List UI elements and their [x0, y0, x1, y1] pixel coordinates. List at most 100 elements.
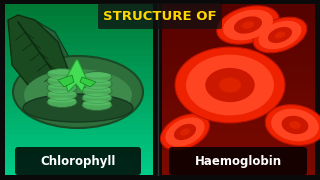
Ellipse shape: [83, 87, 111, 91]
Ellipse shape: [47, 69, 77, 80]
Ellipse shape: [180, 128, 190, 136]
Bar: [162, 132, 315, 141]
Ellipse shape: [82, 78, 112, 89]
Polygon shape: [58, 75, 74, 87]
Ellipse shape: [174, 124, 196, 140]
Bar: [5, 163, 153, 169]
Ellipse shape: [82, 86, 112, 96]
Bar: [162, 157, 315, 167]
Ellipse shape: [289, 121, 301, 129]
Ellipse shape: [217, 6, 279, 44]
Text: Haemoglobin: Haemoglobin: [195, 154, 282, 168]
Bar: [5, 140, 153, 147]
Bar: [5, 89, 153, 96]
Bar: [5, 129, 153, 135]
Ellipse shape: [48, 69, 76, 75]
Ellipse shape: [48, 91, 76, 96]
Bar: [5, 15, 153, 22]
Bar: [5, 157, 153, 164]
Bar: [162, 89, 315, 98]
Bar: [5, 112, 153, 118]
Bar: [5, 100, 153, 107]
Bar: [5, 55, 153, 62]
Bar: [162, 4, 315, 14]
Ellipse shape: [186, 55, 274, 115]
FancyBboxPatch shape: [98, 3, 222, 29]
Ellipse shape: [48, 84, 76, 89]
Bar: [5, 117, 153, 124]
Ellipse shape: [282, 116, 308, 134]
Ellipse shape: [13, 56, 143, 128]
Ellipse shape: [205, 68, 255, 102]
Bar: [5, 10, 153, 16]
Bar: [5, 83, 153, 90]
Polygon shape: [22, 22, 68, 72]
Ellipse shape: [271, 109, 319, 141]
Ellipse shape: [48, 98, 76, 102]
Bar: [162, 106, 315, 116]
Polygon shape: [80, 77, 96, 87]
Ellipse shape: [47, 89, 77, 100]
Bar: [5, 61, 153, 67]
Bar: [5, 49, 153, 56]
Bar: [5, 21, 153, 28]
Ellipse shape: [242, 21, 254, 29]
Ellipse shape: [83, 93, 111, 98]
Bar: [5, 78, 153, 84]
Text: Chlorophyll: Chlorophyll: [40, 154, 116, 168]
Polygon shape: [8, 15, 70, 92]
FancyBboxPatch shape: [15, 147, 141, 175]
Ellipse shape: [165, 117, 204, 147]
Ellipse shape: [83, 73, 111, 78]
Bar: [5, 4, 153, 11]
Bar: [162, 140, 315, 150]
Ellipse shape: [268, 27, 292, 43]
Ellipse shape: [82, 93, 112, 103]
Ellipse shape: [24, 69, 132, 121]
Text: STRUCTURE OF: STRUCTURE OF: [103, 10, 217, 22]
Bar: [162, 114, 315, 124]
Bar: [5, 168, 153, 175]
Bar: [5, 38, 153, 45]
Ellipse shape: [219, 77, 241, 93]
Ellipse shape: [223, 10, 273, 40]
Ellipse shape: [82, 100, 112, 111]
Bar: [162, 98, 315, 107]
Ellipse shape: [48, 76, 76, 82]
Ellipse shape: [47, 75, 77, 87]
Ellipse shape: [175, 47, 285, 123]
Bar: [5, 72, 153, 79]
Bar: [162, 38, 315, 48]
Bar: [162, 12, 315, 22]
Bar: [5, 44, 153, 50]
Bar: [162, 72, 315, 82]
Bar: [162, 165, 315, 175]
Bar: [5, 27, 153, 33]
Bar: [5, 146, 153, 152]
Ellipse shape: [82, 71, 112, 82]
Ellipse shape: [83, 100, 111, 105]
Bar: [162, 80, 315, 90]
FancyBboxPatch shape: [169, 147, 307, 175]
Ellipse shape: [47, 96, 77, 107]
Ellipse shape: [83, 80, 111, 84]
Bar: [162, 46, 315, 56]
Bar: [162, 30, 315, 39]
Ellipse shape: [253, 17, 307, 53]
Bar: [5, 134, 153, 141]
Bar: [5, 123, 153, 130]
Bar: [162, 64, 315, 73]
Ellipse shape: [161, 114, 210, 150]
Ellipse shape: [265, 105, 320, 145]
Ellipse shape: [234, 16, 262, 34]
Bar: [5, 32, 153, 39]
Ellipse shape: [275, 31, 285, 39]
Ellipse shape: [23, 94, 133, 122]
Bar: [162, 148, 315, 158]
Bar: [5, 95, 153, 101]
Ellipse shape: [259, 21, 301, 49]
Polygon shape: [65, 60, 87, 92]
Bar: [5, 151, 153, 158]
Bar: [5, 106, 153, 113]
Bar: [162, 21, 315, 30]
